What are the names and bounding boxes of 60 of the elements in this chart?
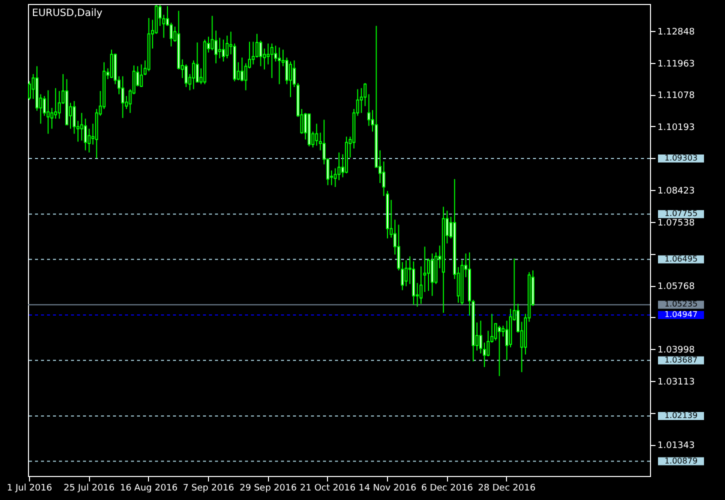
candlestick [210,15,214,51]
y-tick-label: 1.05768 [658,282,695,292]
chart-title: EURUSD,Daily [32,8,103,19]
x-tick-label: 14 Nov 2016 [358,484,417,494]
candlestick [266,43,270,65]
candlestick [404,260,408,287]
candlestick [121,76,124,118]
candlestick [110,49,114,79]
candlestick [482,342,486,368]
ref-line-label: 1.06495 [664,254,698,264]
x-tick-label: 1 Jul 2016 [6,484,52,494]
candlestick [498,325,501,377]
ref-line-label: 1.02139 [664,411,698,420]
candlestick [72,100,76,134]
x-tick-label: 29 Sep 2016 [240,484,297,494]
x-tick-label: 25 Jul 2016 [64,484,115,494]
candlestick [218,37,222,59]
y-tick-label: 1.07538 [658,218,695,228]
y-tick-label: 1.12848 [658,28,695,38]
x-tick-label: 28 Dec 2016 [478,484,536,494]
ref-line-label: 1.09303 [664,153,698,162]
candlestick [315,123,318,146]
ref-line-label: 1.04947 [664,310,698,320]
y-tick-label: 1.03113 [658,377,695,388]
y-tick-label: 1.11963 [658,59,695,70]
candlestick [80,112,84,142]
candlestick [255,33,258,58]
candlestick [214,30,218,64]
candlestick [420,266,423,304]
candlestick [289,61,292,98]
candlestick [222,39,225,62]
candlestick [259,40,262,67]
x-tick-label: 7 Sep 2016 [182,484,234,494]
candlestick [278,46,281,85]
candlestick [270,43,274,79]
y-tick-label: 1.03998 [658,346,695,356]
ref-line-label: 1.05235 [664,300,698,309]
y-tick-label: 1.10193 [658,122,695,133]
y-tick-label: 1.01343 [658,441,695,452]
candlestick [196,42,199,83]
candlestick [430,252,434,296]
y-tick-label: 1.08423 [658,186,695,197]
ref-line-label: 1.03687 [664,355,698,364]
candlestick [252,41,255,65]
candlestick [226,35,229,59]
ref-line-label: 1.00879 [664,456,698,466]
candlestick [84,118,87,151]
ref-line-label: 1.07755 [664,209,698,218]
candlestick [192,60,196,90]
candlestick [423,246,426,292]
x-tick-label: 16 Aug 2016 [120,484,178,494]
candlestick [479,320,482,354]
x-tick-label: 21 Oct 2016 [300,484,356,494]
x-tick-label: 6 Dec 2016 [421,484,474,494]
candlestick [140,64,143,88]
y-tick-label: 1.11078 [658,91,695,102]
candlestick [240,57,244,82]
candlestick [46,90,50,134]
candlestick [184,64,188,88]
candlestick [400,262,404,291]
